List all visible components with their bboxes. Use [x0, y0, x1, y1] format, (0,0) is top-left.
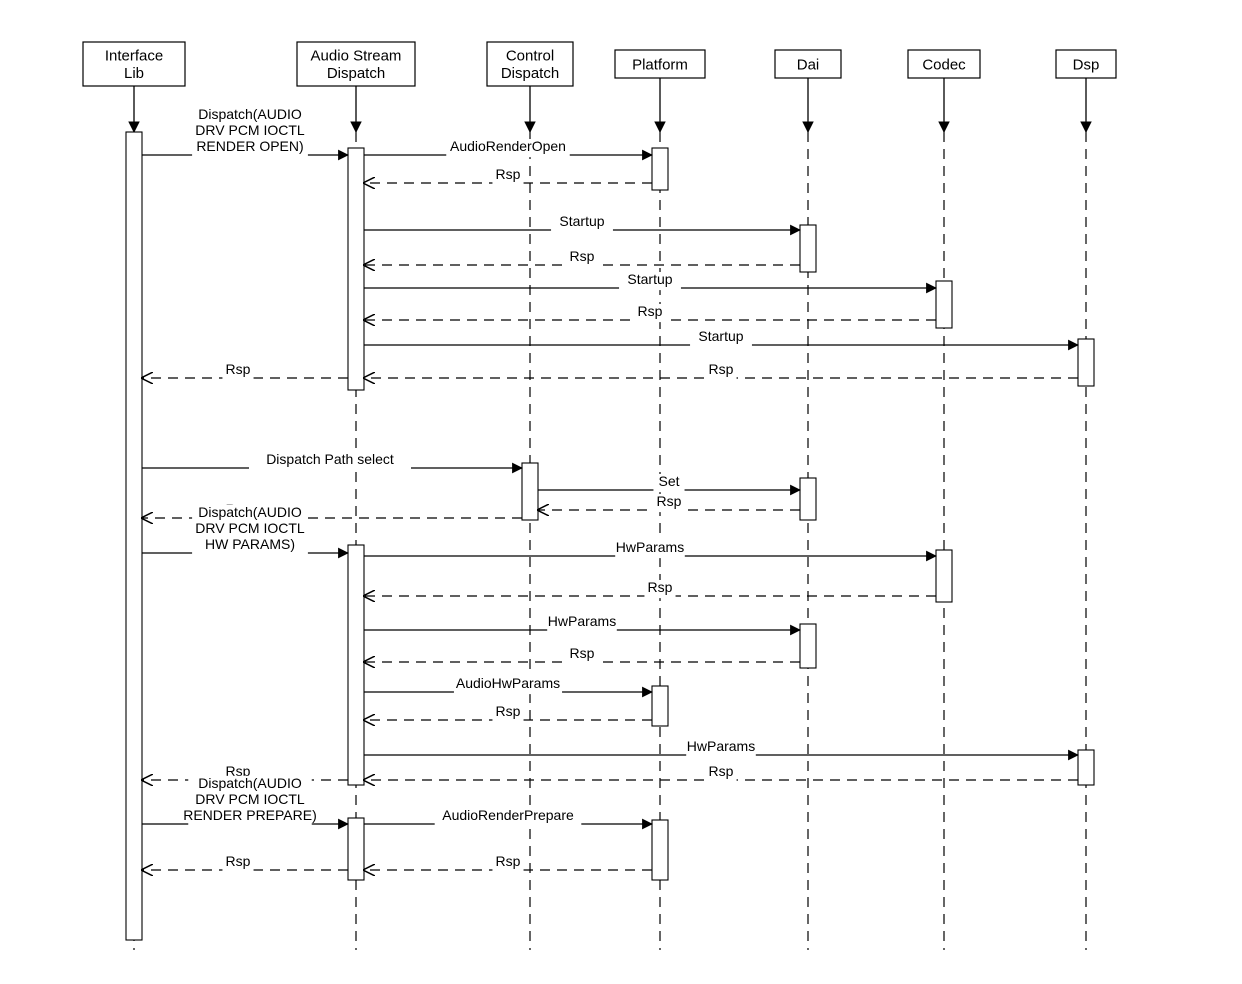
message-label: HwParams — [548, 613, 616, 629]
message-label: HwParams — [616, 539, 684, 555]
activation-bar — [652, 686, 668, 726]
activation-bar — [652, 148, 668, 190]
activation-bar — [652, 820, 668, 880]
message-label: AudioRenderOpen — [450, 138, 566, 154]
message-label: RENDER OPEN) — [196, 138, 303, 154]
message-label: RENDER PREPARE) — [183, 807, 317, 823]
message-label: Startup — [698, 328, 743, 344]
activation-bar — [522, 463, 538, 520]
activation-bar — [348, 545, 364, 785]
message-label: DRV PCM IOCTL — [195, 520, 305, 536]
message-label: Dispatch(AUDIO — [198, 106, 302, 122]
participant-label: Control — [506, 48, 554, 65]
message-label: Rsp — [496, 703, 521, 719]
message-label: Rsp — [657, 493, 682, 509]
message-label: Startup — [627, 271, 672, 287]
message-label: Rsp — [226, 361, 251, 377]
participant-label: Dai — [797, 56, 820, 73]
participant-label: Codec — [922, 56, 966, 73]
message-label: Rsp — [570, 645, 595, 661]
message-label: Dispatch(AUDIO — [198, 504, 302, 520]
participant-label: Dispatch — [501, 65, 559, 82]
message-label: AudioHwParams — [456, 675, 560, 691]
message-label: Set — [658, 473, 679, 489]
message-label: Rsp — [709, 763, 734, 779]
activation-bar — [348, 148, 364, 390]
message-label: DRV PCM IOCTL — [195, 122, 305, 138]
message-label: Rsp — [709, 361, 734, 377]
activation-bar — [126, 132, 142, 940]
participant-label: Interface — [105, 48, 163, 65]
message-label: DRV PCM IOCTL — [195, 791, 305, 807]
activation-bar — [1078, 750, 1094, 785]
participant-label: Lib — [124, 65, 144, 82]
participant-label: Audio Stream — [311, 48, 402, 65]
message-label: Dispatch Path select — [266, 451, 394, 467]
participant-label: Platform — [632, 56, 688, 73]
activation-bar — [348, 818, 364, 880]
activation-bar — [800, 478, 816, 520]
activation-bar — [936, 281, 952, 328]
sequence-diagram: InterfaceLibAudio StreamDispatchControlD… — [0, 0, 1242, 984]
message-label: Rsp — [638, 303, 663, 319]
activation-bar — [800, 624, 816, 668]
message-label: Rsp — [570, 248, 595, 264]
message-label: Dispatch(AUDIO — [198, 775, 302, 791]
message-label: Rsp — [226, 853, 251, 869]
message-label: HwParams — [687, 738, 755, 754]
activation-bar — [1078, 339, 1094, 386]
message-label: Startup — [559, 213, 604, 229]
participant-label: Dispatch — [327, 65, 385, 82]
message-label: AudioRenderPrepare — [442, 807, 574, 823]
message-label: HW PARAMS) — [205, 536, 295, 552]
message-label: Rsp — [496, 853, 521, 869]
message-label: Rsp — [648, 579, 673, 595]
participant-label: Dsp — [1073, 56, 1100, 73]
message-label: Rsp — [496, 166, 521, 182]
activation-bar — [800, 225, 816, 272]
activation-bar — [936, 550, 952, 602]
